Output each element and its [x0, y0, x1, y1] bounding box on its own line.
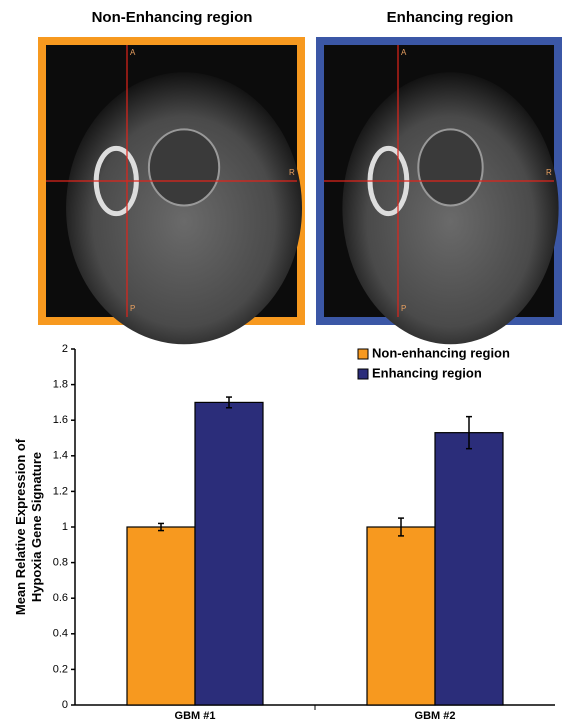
- panel-title: Non-Enhancing region: [92, 9, 253, 26]
- mri-brain: [342, 72, 558, 344]
- orientation-label: P: [130, 304, 135, 313]
- mri-brainstem: [418, 129, 482, 205]
- y-tick-label: 0.8: [53, 557, 68, 569]
- y-tick-label: 2: [62, 343, 68, 355]
- y-tick-label: 0: [62, 699, 68, 711]
- y-tick-label: 1.6: [53, 414, 68, 426]
- bar: [435, 433, 503, 705]
- y-tick-label: 0.6: [53, 592, 68, 604]
- orientation-label: A: [401, 48, 407, 57]
- bar: [127, 527, 195, 705]
- y-axis-label: Mean Relative Expression ofHypoxia Gene …: [13, 438, 44, 615]
- legend-swatch: [358, 369, 368, 379]
- y-tick-label: 1.4: [53, 450, 68, 462]
- legend-label: Enhancing region: [372, 365, 482, 380]
- legend-label: Non-enhancing region: [372, 345, 510, 360]
- legend-swatch: [358, 349, 368, 359]
- bar: [367, 527, 435, 705]
- mri-brainstem: [149, 129, 219, 205]
- y-tick-label: 1.2: [53, 485, 68, 497]
- y-axis-label-line: Mean Relative Expression of: [13, 438, 28, 615]
- y-tick-label: 1.8: [53, 379, 68, 391]
- orientation-label: R: [289, 168, 295, 177]
- mri-brain: [66, 72, 302, 344]
- figure: Non-Enhancing region A R P Enhancing region A…: [0, 0, 565, 721]
- panel-title: Enhancing region: [387, 9, 514, 26]
- y-tick-label: 1: [62, 521, 68, 533]
- orientation-label: R: [546, 168, 552, 177]
- y-tick-label: 0.2: [53, 663, 68, 675]
- x-tick-label: GBM #1: [175, 710, 216, 721]
- x-tick-label: GBM #2: [415, 710, 456, 721]
- orientation-label: A: [130, 48, 136, 57]
- y-tick-label: 0.4: [53, 628, 68, 640]
- orientation-label: P: [401, 304, 406, 313]
- bar: [195, 402, 263, 705]
- y-axis-label-line: Hypoxia Gene Signature: [29, 452, 44, 602]
